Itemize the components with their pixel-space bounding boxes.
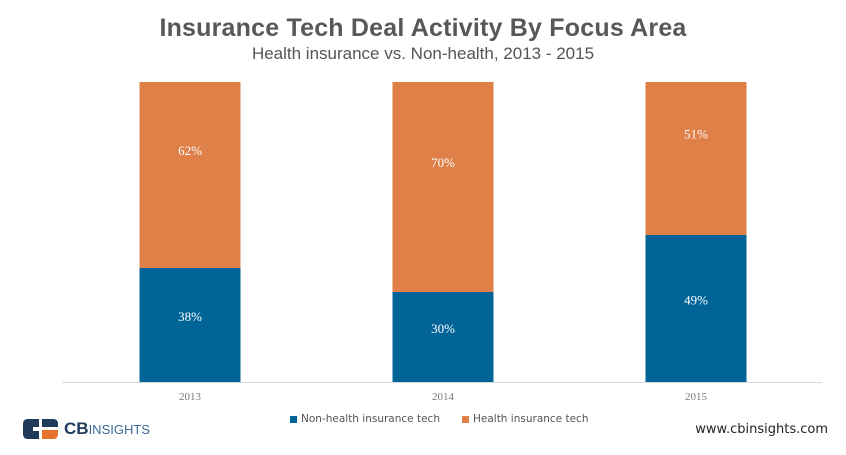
logo-cb-text: CB bbox=[64, 419, 89, 438]
legend-label-health: Health insurance tech bbox=[472, 413, 589, 425]
data-label-non-health-2014: 30% bbox=[431, 321, 455, 336]
legend-label-non-health: Non-health insurance tech bbox=[301, 413, 440, 425]
data-label-health-2013: 62% bbox=[178, 143, 202, 158]
logo-insights-text: INSIGHTS bbox=[88, 422, 150, 437]
cb-insights-logo: CBINSIGHTS bbox=[22, 418, 150, 440]
chart-subtitle: Health insurance vs. Non-health, 2013 - … bbox=[251, 44, 595, 63]
bar-non-health-2015 bbox=[645, 235, 747, 382]
x-tick-label-2014: 2014 bbox=[432, 391, 455, 403]
bar-health-2015 bbox=[645, 82, 747, 235]
legend-item-non-health: Non-health insurance tech bbox=[290, 413, 440, 425]
bar-non-health-2014 bbox=[392, 292, 494, 382]
chart-title: Insurance Tech Deal Activity By Focus Ar… bbox=[159, 14, 687, 42]
website-url: www.cbinsights.com bbox=[695, 422, 828, 437]
cb-logo-icon bbox=[23, 419, 58, 439]
data-label-non-health-2013: 38% bbox=[178, 309, 202, 324]
bar-health-2013 bbox=[139, 82, 241, 268]
legend-item-health: Health insurance tech bbox=[461, 413, 589, 425]
legend-swatch-non-health bbox=[290, 415, 297, 423]
x-tick-label-2015: 2015 bbox=[685, 391, 708, 403]
bar-non-health-2013 bbox=[139, 268, 241, 382]
legend: Non-health insurance tech Health insuran… bbox=[290, 413, 588, 425]
data-label-health-2014: 70% bbox=[431, 155, 455, 170]
legend-swatch-health bbox=[461, 415, 469, 423]
x-tick-label-2013: 2013 bbox=[179, 391, 202, 403]
data-label-non-health-2015: 49% bbox=[684, 293, 708, 308]
data-label-health-2015: 51% bbox=[684, 127, 708, 142]
bar-health-2014 bbox=[392, 82, 494, 292]
